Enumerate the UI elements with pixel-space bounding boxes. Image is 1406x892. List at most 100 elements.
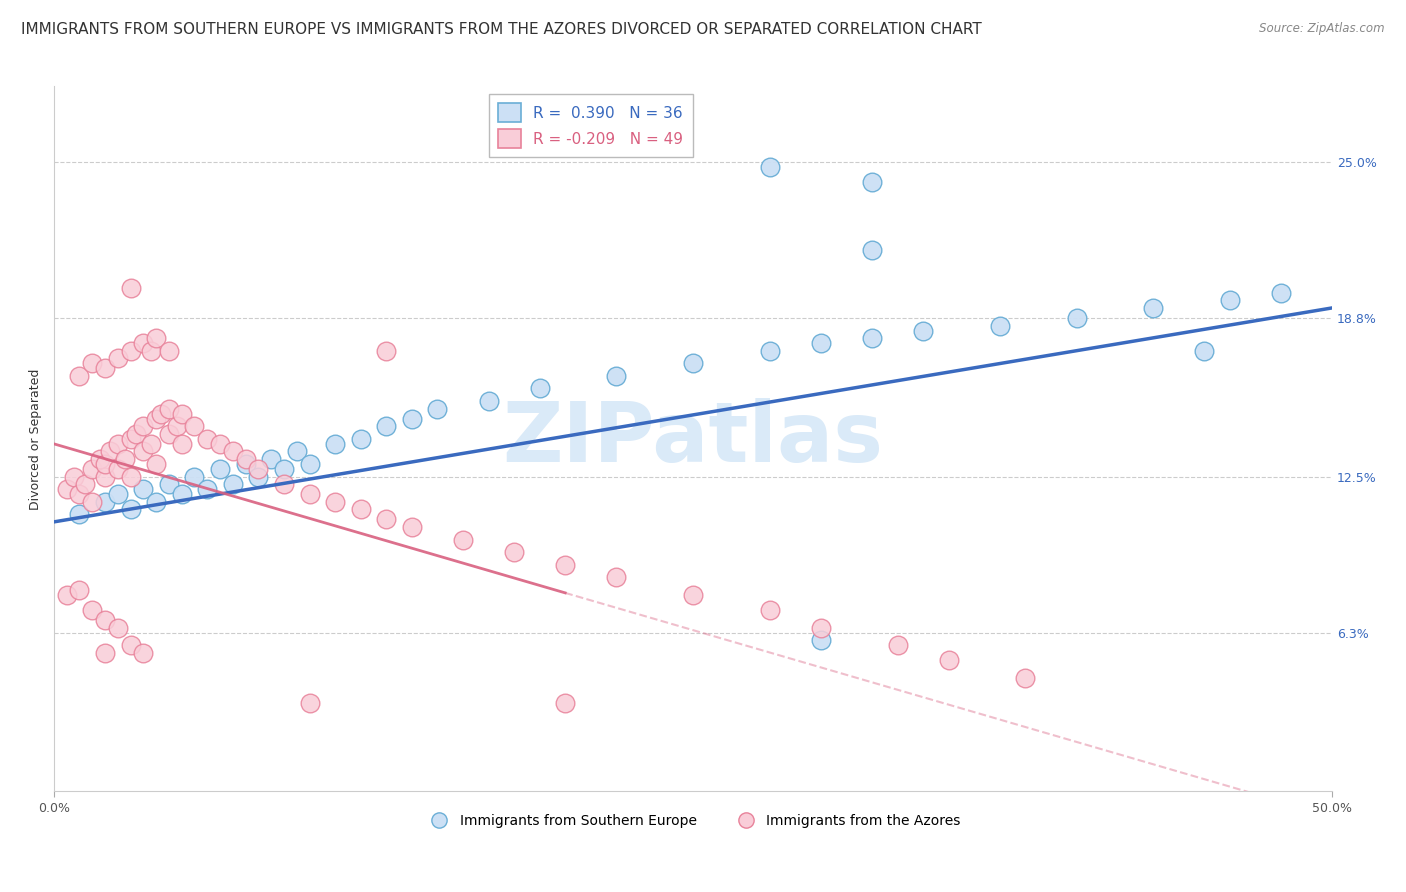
Point [120, 432, 142, 446]
Point [170, 487, 193, 501]
Point [682, 356, 704, 370]
Point [912, 324, 935, 338]
Point [1014, 671, 1036, 685]
Point [125, 426, 148, 441]
Point [67, 368, 90, 383]
Point [273, 477, 295, 491]
Point [82, 603, 104, 617]
Point [132, 646, 155, 660]
Point [285, 444, 308, 458]
Point [157, 426, 180, 441]
Point [132, 419, 155, 434]
Point [682, 588, 704, 602]
Point [758, 160, 780, 174]
Point [988, 318, 1011, 333]
Point [132, 444, 155, 458]
Point [298, 487, 321, 501]
Point [132, 482, 155, 496]
Point [107, 437, 129, 451]
Point [67, 487, 90, 501]
Point [1066, 310, 1088, 325]
Point [209, 437, 232, 451]
Legend: Immigrants from Southern Europe, Immigrants from the Azores: Immigrants from Southern Europe, Immigra… [420, 808, 966, 834]
Point [375, 343, 398, 358]
Point [209, 462, 232, 476]
Point [860, 331, 883, 345]
Text: ZIPatlas: ZIPatlas [502, 399, 883, 479]
Point [260, 452, 283, 467]
Point [120, 638, 142, 652]
Point [1194, 343, 1216, 358]
Point [139, 343, 162, 358]
Point [605, 570, 627, 584]
Point [157, 477, 180, 491]
Point [145, 331, 167, 345]
Point [860, 243, 883, 257]
Point [94, 457, 117, 471]
Point [94, 646, 117, 660]
Point [758, 343, 780, 358]
Point [938, 653, 960, 667]
Point [810, 336, 832, 351]
Point [98, 444, 121, 458]
Point [195, 482, 218, 496]
Point [55, 482, 77, 496]
Point [298, 696, 321, 710]
Point [82, 356, 104, 370]
Point [235, 457, 257, 471]
Point [605, 368, 627, 383]
Point [401, 411, 423, 425]
Point [63, 469, 86, 483]
Point [145, 411, 167, 425]
Point [298, 457, 321, 471]
Point [120, 343, 142, 358]
Point [107, 487, 129, 501]
Point [73, 477, 96, 491]
Point [375, 512, 398, 526]
Point [195, 432, 218, 446]
Point [166, 419, 188, 434]
Point [323, 495, 346, 509]
Point [107, 621, 129, 635]
Point [451, 533, 474, 547]
Point [350, 432, 373, 446]
Point [323, 437, 346, 451]
Text: Source: ZipAtlas.com: Source: ZipAtlas.com [1260, 22, 1385, 36]
Point [503, 545, 526, 559]
Point [222, 444, 245, 458]
Point [247, 469, 270, 483]
Point [94, 495, 117, 509]
Point [145, 457, 167, 471]
Point [1219, 293, 1241, 308]
Y-axis label: Divorced or Separated: Divorced or Separated [30, 368, 42, 509]
Point [145, 495, 167, 509]
Point [1142, 301, 1164, 315]
Point [94, 361, 117, 376]
Point [120, 502, 142, 516]
Point [529, 381, 551, 395]
Point [107, 351, 129, 366]
Point [157, 401, 180, 416]
Point [350, 502, 373, 516]
Point [554, 696, 576, 710]
Point [375, 419, 398, 434]
Point [82, 495, 104, 509]
Point [157, 343, 180, 358]
Point [170, 407, 193, 421]
Point [1270, 285, 1292, 300]
Point [82, 462, 104, 476]
Point [89, 452, 111, 467]
Point [120, 469, 142, 483]
Point [554, 558, 576, 572]
Point [120, 281, 142, 295]
Point [132, 336, 155, 351]
Point [810, 621, 832, 635]
Point [170, 437, 193, 451]
Point [94, 613, 117, 627]
Point [55, 588, 77, 602]
Point [183, 469, 205, 483]
Point [67, 508, 90, 522]
Point [886, 638, 908, 652]
Point [810, 633, 832, 648]
Point [139, 437, 162, 451]
